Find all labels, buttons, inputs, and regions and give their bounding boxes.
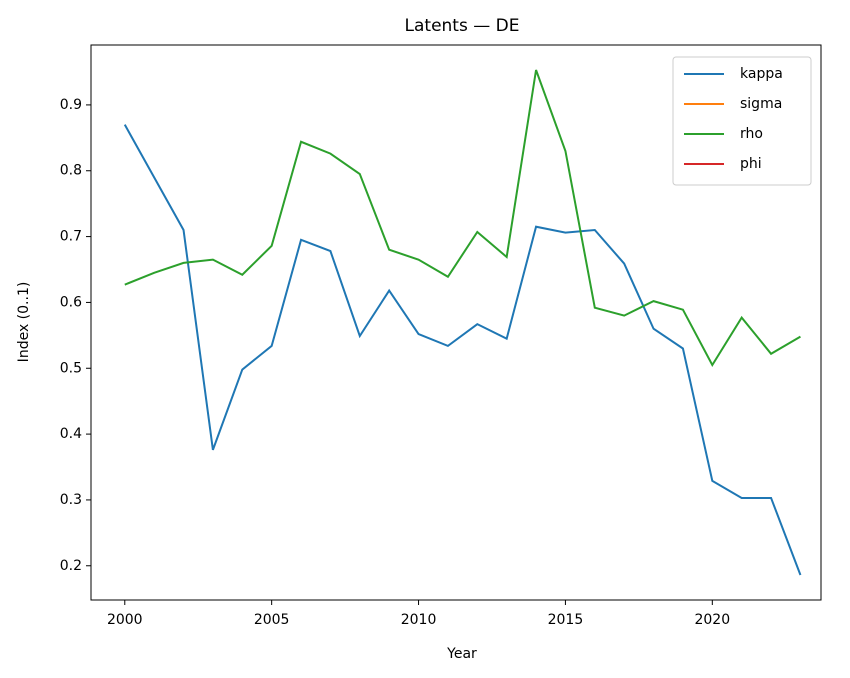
legend-box bbox=[672, 56, 812, 186]
x-tick-label: 2015 bbox=[548, 612, 584, 628]
y-tick-label: 0.4 bbox=[60, 426, 82, 442]
y-tick-label: 0.9 bbox=[60, 97, 82, 113]
x-tick-label: 2000 bbox=[107, 612, 143, 628]
y-tick-label: 0.7 bbox=[60, 229, 82, 245]
chart-title: Latents — DE bbox=[405, 16, 520, 36]
legend-label: kappa bbox=[740, 66, 783, 82]
x-axis-label: Year bbox=[446, 646, 477, 662]
y-tick-label: 0.8 bbox=[60, 163, 82, 179]
y-axis-label: Index (0..1) bbox=[16, 282, 32, 363]
legend-label: rho bbox=[740, 126, 763, 142]
line bbox=[123, 124, 802, 576]
legend-label: phi bbox=[740, 156, 762, 172]
x-tick-label: 2020 bbox=[694, 612, 730, 628]
y-tick-label: 0.3 bbox=[60, 492, 82, 508]
line bbox=[124, 69, 801, 367]
y-tick-label: 0.2 bbox=[60, 558, 82, 574]
x-tick-label: 2010 bbox=[401, 612, 437, 628]
legend-label: sigma bbox=[740, 96, 782, 112]
y-tick-label: 0.5 bbox=[60, 360, 82, 376]
plot-frame bbox=[90, 44, 822, 601]
x-tick-label: 2005 bbox=[254, 612, 290, 628]
y-tick-label: 0.6 bbox=[60, 294, 82, 310]
